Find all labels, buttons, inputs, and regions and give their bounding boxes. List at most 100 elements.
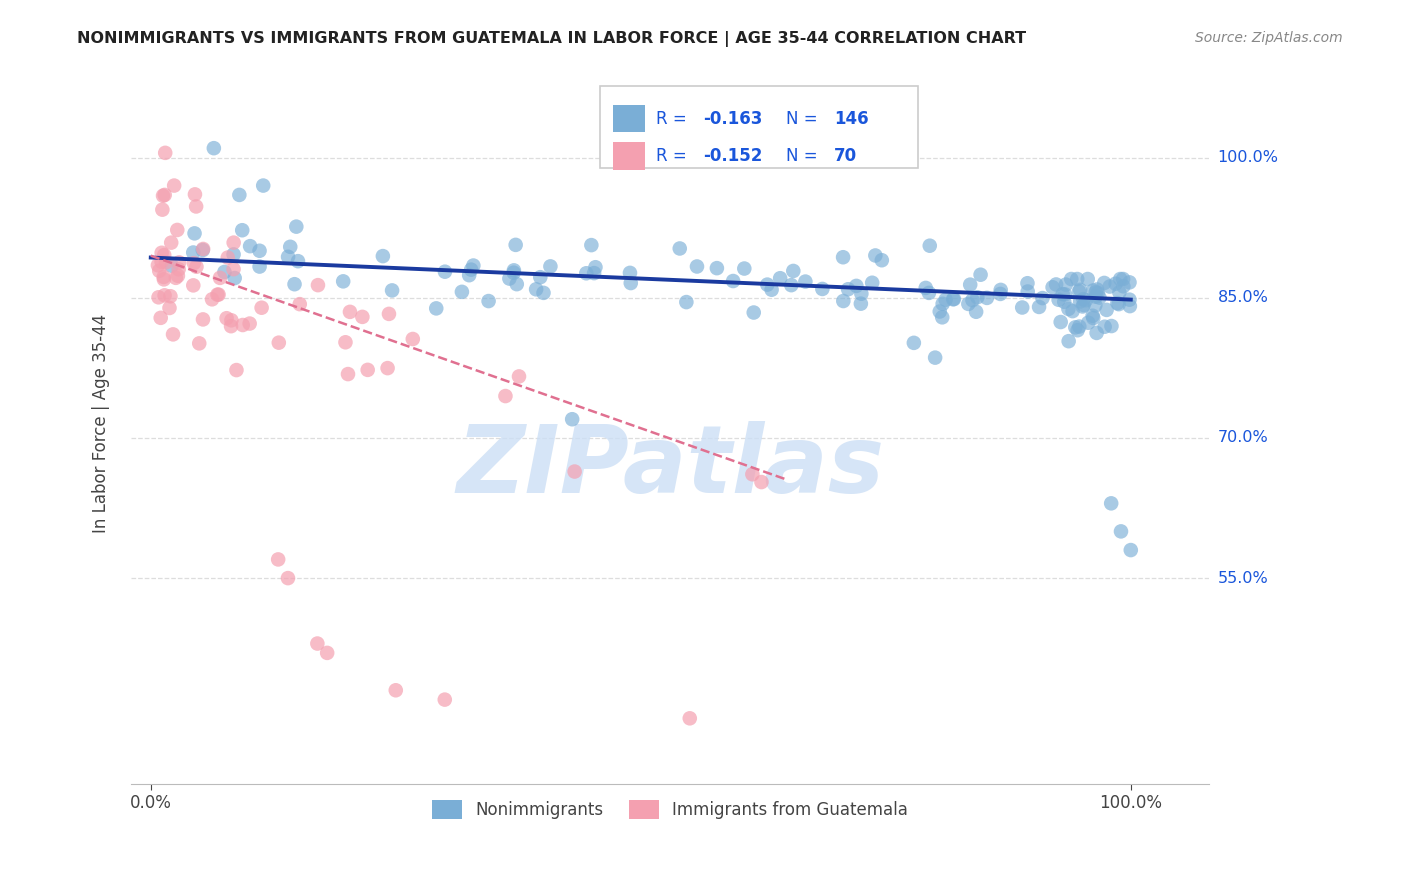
Point	[503, 263, 526, 277]
Point	[508, 369, 530, 384]
Point	[1053, 294, 1076, 309]
Point	[751, 475, 773, 489]
Point	[733, 261, 755, 276]
Point	[1077, 272, 1099, 286]
Point	[249, 260, 271, 274]
Point	[924, 351, 946, 365]
Point	[942, 292, 965, 306]
Point	[1047, 293, 1070, 307]
Point	[451, 285, 474, 299]
Point	[207, 287, 229, 301]
Point	[990, 283, 1012, 297]
Point	[202, 141, 225, 155]
Point	[228, 188, 250, 202]
Point	[1077, 316, 1099, 330]
Point	[918, 238, 941, 252]
Text: R =: R =	[657, 147, 692, 165]
Point	[183, 227, 205, 241]
Point	[1069, 283, 1091, 297]
Point	[207, 287, 229, 301]
Point	[675, 295, 697, 310]
Point	[167, 268, 190, 283]
Text: N =: N =	[786, 110, 823, 128]
Point	[832, 293, 855, 308]
Text: R =: R =	[657, 110, 692, 128]
Point	[155, 145, 177, 160]
Point	[1109, 524, 1132, 539]
Point	[222, 247, 245, 261]
Point	[1074, 293, 1097, 308]
Point	[742, 305, 765, 319]
Point	[288, 297, 311, 311]
Point	[252, 178, 274, 193]
Point	[1042, 280, 1064, 294]
Point	[1028, 300, 1050, 314]
Point	[575, 266, 598, 280]
Point	[1087, 286, 1109, 301]
Point	[706, 261, 728, 276]
Point	[357, 363, 380, 377]
Point	[153, 248, 176, 262]
Point	[225, 363, 247, 377]
Point	[165, 270, 187, 285]
Point	[1098, 279, 1121, 293]
Point	[564, 465, 586, 479]
Point	[1118, 293, 1140, 307]
Point	[1066, 272, 1088, 286]
Y-axis label: In Labor Force | Age 35-44: In Labor Force | Age 35-44	[93, 314, 110, 533]
Text: 55.0%: 55.0%	[1218, 571, 1268, 586]
Point	[332, 274, 354, 288]
Point	[506, 277, 529, 292]
Point	[686, 260, 709, 274]
Text: 146: 146	[834, 110, 869, 128]
Point	[533, 285, 555, 300]
Point	[201, 293, 224, 307]
Point	[1071, 292, 1094, 306]
Point	[1053, 287, 1076, 301]
Point	[159, 289, 181, 303]
Text: 100.0%: 100.0%	[1218, 150, 1278, 165]
Point	[1049, 315, 1071, 329]
Point	[222, 235, 245, 250]
Point	[231, 223, 253, 237]
Point	[239, 239, 262, 253]
Point	[148, 264, 170, 278]
Point	[153, 272, 176, 286]
Point	[478, 294, 501, 309]
Text: 70.0%: 70.0%	[1218, 431, 1268, 445]
Point	[339, 305, 361, 319]
Point	[782, 264, 804, 278]
Text: -0.152: -0.152	[703, 147, 763, 165]
Point	[494, 389, 516, 403]
Point	[166, 223, 188, 237]
Point	[307, 636, 329, 650]
Point	[1057, 301, 1080, 316]
Point	[845, 279, 868, 293]
Point	[1069, 294, 1091, 309]
Point	[1069, 319, 1091, 334]
Point	[1083, 311, 1105, 326]
Point	[186, 260, 208, 274]
Point	[191, 243, 214, 257]
Point	[849, 296, 872, 310]
Point	[741, 467, 763, 482]
Point	[425, 301, 447, 316]
Point	[287, 254, 309, 268]
Point	[307, 278, 329, 293]
Point	[219, 319, 242, 334]
Text: ZIPatlas: ZIPatlas	[456, 421, 884, 513]
Point	[1101, 319, 1123, 334]
Point	[1092, 276, 1115, 290]
Point	[285, 219, 308, 234]
Point	[1094, 319, 1116, 334]
Text: NONIMMIGRANTS VS IMMIGRANTS FROM GUATEMALA IN LABOR FORCE | AGE 35-44 CORRELATIO: NONIMMIGRANTS VS IMMIGRANTS FROM GUATEMA…	[77, 31, 1026, 47]
Point	[1052, 287, 1074, 301]
Point	[150, 255, 173, 269]
Point	[167, 255, 190, 269]
Point	[865, 248, 887, 262]
Text: 70: 70	[834, 147, 858, 165]
Point	[935, 293, 957, 307]
Point	[1017, 285, 1039, 299]
Point	[1071, 300, 1094, 314]
Legend: Nonimmigrants, Immigrants from Guatemala: Nonimmigrants, Immigrants from Guatemala	[426, 793, 915, 826]
